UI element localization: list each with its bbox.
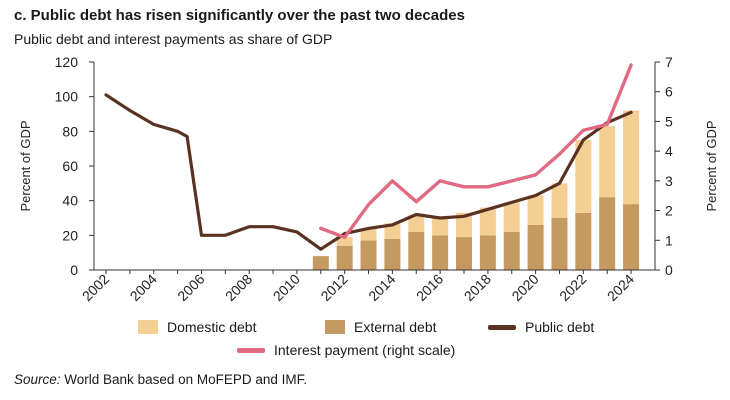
legend-public-label: Public debt (525, 319, 595, 335)
legend-domestic-label: Domestic debt (167, 319, 257, 335)
bar-external-2016 (432, 235, 449, 270)
x-tick-label-2024: 2024 (604, 271, 637, 304)
bar-external-2018 (479, 235, 496, 270)
bar-external-2020 (527, 224, 544, 270)
bar-external-2024 (623, 204, 640, 270)
lines-layer (104, 63, 633, 251)
y-tick-label-right-4: 4 (665, 143, 673, 159)
bar-domestic-2012 (336, 237, 353, 246)
bar-domestic-2015 (408, 214, 425, 232)
x-tick-label-2012: 2012 (317, 271, 350, 304)
bar-domestic-2020 (527, 195, 544, 225)
legend-interest: Interest payment (right scale) (237, 342, 455, 358)
x-tick-label-2010: 2010 (270, 271, 303, 304)
source-note: Source: World Bank based on MoFEPD and I… (14, 372, 307, 387)
y-tick-label-right-5: 5 (665, 113, 673, 129)
bar-domestic-2023 (599, 126, 616, 198)
legend-external: External debt (325, 319, 437, 335)
bar-external-2015 (408, 231, 425, 270)
x-tick-label-2004: 2004 (127, 271, 160, 304)
y-axis-left-title: Percent of GDP (18, 120, 33, 211)
bar-external-2013 (360, 240, 377, 270)
legend-external-label: External debt (354, 319, 437, 335)
source-label: Source: (14, 372, 61, 387)
x-tick-label-2002: 2002 (79, 271, 112, 304)
x-tick-label-2022: 2022 (556, 271, 589, 304)
bar-external-2022 (575, 212, 592, 270)
bar-external-2019 (503, 231, 520, 270)
line-interest-payment (319, 63, 633, 240)
legend-domestic: Domestic debt (138, 319, 256, 335)
bar-domestic-2017 (456, 212, 472, 238)
y-tick-label-left-40: 40 (62, 193, 78, 209)
bar-domestic-2013 (360, 228, 377, 241)
y-tick-label-left-100: 100 (55, 89, 79, 105)
y-axis-right-title: Percent of GDP (704, 120, 719, 211)
x-tick-label-2018: 2018 (461, 271, 494, 304)
x-tick-label-2014: 2014 (365, 271, 398, 304)
bar-external-2023 (599, 197, 616, 270)
y-tick-label-right-7: 7 (665, 54, 673, 70)
line-public-debt (104, 93, 633, 251)
legend-interest-label: Interest payment (right scale) (274, 342, 456, 358)
y-tick-label-left-20: 20 (62, 227, 78, 243)
x-tick-label-2008: 2008 (222, 271, 255, 304)
chart-title: c. Public debt has risen significantly o… (14, 7, 465, 24)
bar-domestic-2022 (575, 140, 592, 213)
bar-domestic-2018 (479, 207, 496, 236)
bar-domestic-2024 (623, 110, 640, 205)
source-text: World Bank based on MoFEPD and IMF. (60, 372, 308, 387)
bar-domestic-2016 (432, 216, 449, 236)
y-tick-label-right-3: 3 (665, 173, 673, 189)
x-tick-label-2020: 2020 (508, 271, 541, 304)
y-tick-label-right-0: 0 (665, 262, 673, 278)
legend-public: Public debt (488, 319, 594, 335)
legend-public-line (488, 324, 516, 330)
chart-subtitle: Public debt and interest payments as sha… (14, 31, 333, 47)
bar-external-2014 (384, 238, 401, 270)
bar-external-2017 (456, 237, 472, 270)
y-tick-label-left-120: 120 (55, 54, 79, 70)
y-tick-label-right-2: 2 (665, 203, 673, 219)
x-tick-label-2006: 2006 (174, 271, 207, 304)
y-tick-label-right-6: 6 (665, 84, 673, 100)
y-tick-label-left-0: 0 (70, 262, 78, 278)
bar-external-2021 (551, 218, 568, 270)
bar-domestic-2021 (551, 183, 568, 218)
legend-interest-line (237, 347, 265, 353)
y-tick-label-right-1: 1 (665, 232, 673, 248)
bar-external-2012 (336, 245, 353, 270)
y-tick-label-left-60: 60 (62, 158, 78, 174)
bar-domestic-2019 (503, 202, 520, 232)
bar-external-2011 (312, 256, 329, 270)
legend-domestic-swatch (138, 320, 158, 334)
y-tick-label-left-80: 80 (62, 123, 78, 139)
legend-external-swatch (325, 320, 345, 334)
x-tick-label-2016: 2016 (413, 271, 446, 304)
